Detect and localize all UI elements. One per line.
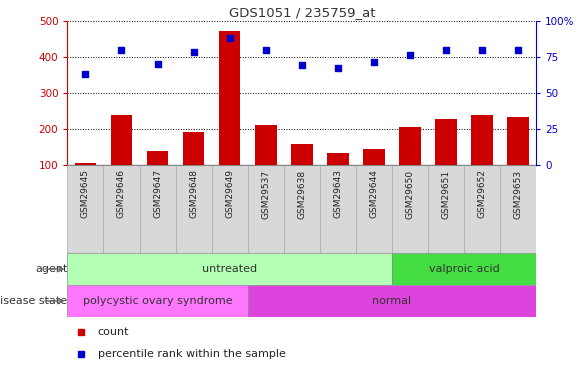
Bar — [183, 132, 205, 165]
Text: normal: normal — [372, 296, 411, 306]
Text: valproic acid: valproic acid — [429, 264, 499, 274]
Point — [261, 46, 270, 53]
Text: GSM29645: GSM29645 — [81, 170, 90, 218]
Text: agent: agent — [35, 264, 67, 274]
Point — [369, 60, 379, 66]
Bar — [471, 115, 493, 165]
Text: GSM29652: GSM29652 — [478, 170, 486, 218]
Bar — [74, 163, 96, 165]
Point — [406, 52, 415, 58]
Bar — [248, 285, 536, 317]
Bar — [399, 128, 421, 165]
Bar — [111, 115, 132, 165]
Bar — [146, 150, 168, 165]
Point — [117, 46, 126, 53]
Point — [189, 50, 198, 55]
Bar — [392, 165, 428, 253]
Bar — [284, 165, 320, 253]
Bar — [176, 165, 212, 253]
Text: GSM29648: GSM29648 — [189, 170, 198, 218]
Bar — [67, 253, 392, 285]
Bar — [428, 165, 464, 253]
Text: GSM29643: GSM29643 — [333, 170, 342, 218]
Text: GSM29650: GSM29650 — [406, 170, 414, 219]
Text: GSM29647: GSM29647 — [153, 170, 162, 218]
Bar — [356, 165, 392, 253]
Text: count: count — [98, 327, 130, 338]
Bar — [67, 165, 104, 253]
Bar — [248, 165, 284, 253]
Bar — [327, 153, 349, 165]
Text: disease state: disease state — [0, 296, 67, 306]
Bar — [67, 285, 248, 317]
Text: GSM29646: GSM29646 — [117, 170, 126, 218]
Text: polycystic ovary syndrome: polycystic ovary syndrome — [83, 296, 233, 306]
Point — [333, 65, 343, 71]
Bar — [219, 32, 240, 165]
Point — [297, 62, 306, 68]
Bar — [320, 165, 356, 253]
Text: untreated: untreated — [202, 264, 257, 274]
Bar — [464, 165, 500, 253]
Bar — [139, 165, 176, 253]
Bar — [392, 253, 536, 285]
Point — [441, 46, 451, 53]
Bar — [500, 165, 536, 253]
Point — [225, 35, 234, 41]
Text: GSM29649: GSM29649 — [225, 170, 234, 218]
Text: GSM29651: GSM29651 — [441, 170, 451, 219]
Bar — [363, 150, 385, 165]
Text: GSM29653: GSM29653 — [514, 170, 523, 219]
Point — [81, 71, 90, 77]
Bar — [507, 117, 529, 165]
Bar — [255, 125, 277, 165]
Bar — [212, 165, 248, 253]
Point — [478, 46, 487, 53]
Point — [153, 61, 162, 67]
Text: GSM29537: GSM29537 — [261, 170, 270, 219]
Title: GDS1051 / 235759_at: GDS1051 / 235759_at — [229, 6, 375, 20]
Bar — [104, 165, 139, 253]
Bar — [435, 119, 457, 165]
Text: GSM29638: GSM29638 — [297, 170, 306, 219]
Text: GSM29644: GSM29644 — [369, 170, 379, 218]
Point — [513, 46, 523, 53]
Text: percentile rank within the sample: percentile rank within the sample — [98, 349, 286, 359]
Bar — [291, 144, 312, 165]
